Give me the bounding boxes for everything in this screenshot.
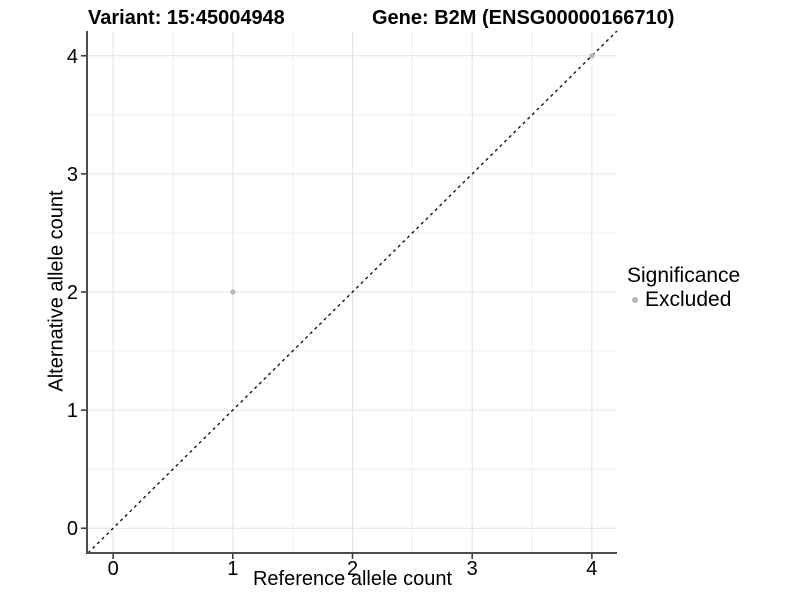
- identity-dashed-line: [87, 30, 618, 554]
- legend-key-circle-icon: [627, 289, 643, 311]
- x-axis-title: Reference allele count: [252, 568, 452, 590]
- legend-title: Significance: [627, 264, 741, 287]
- x-tick-label: 0: [108, 558, 119, 580]
- x-tick-label: 4: [586, 558, 597, 580]
- legend-entry-excluded: Excluded: [627, 289, 740, 311]
- y-tick-label: 0: [67, 518, 78, 540]
- y-tick-label: 3: [67, 164, 78, 186]
- data-point: [230, 289, 236, 295]
- axis-lines: [86, 31, 617, 554]
- y-tick-label: 1: [67, 400, 78, 422]
- x-tick-label: 3: [467, 558, 478, 580]
- legend-entry-label: Excluded: [645, 288, 732, 311]
- y-tick-label: 4: [67, 46, 78, 68]
- plot-title-gene: Gene: B2M (ENSG00000166710): [372, 7, 675, 29]
- y-tick-label: 2: [67, 282, 78, 304]
- x-tick-label: 2: [347, 558, 358, 580]
- legend: Significance Excluded: [627, 264, 740, 311]
- data-point: [589, 53, 595, 59]
- plot-title-variant: Variant: 15:45004948: [88, 7, 285, 29]
- x-tick-label: 1: [227, 558, 238, 580]
